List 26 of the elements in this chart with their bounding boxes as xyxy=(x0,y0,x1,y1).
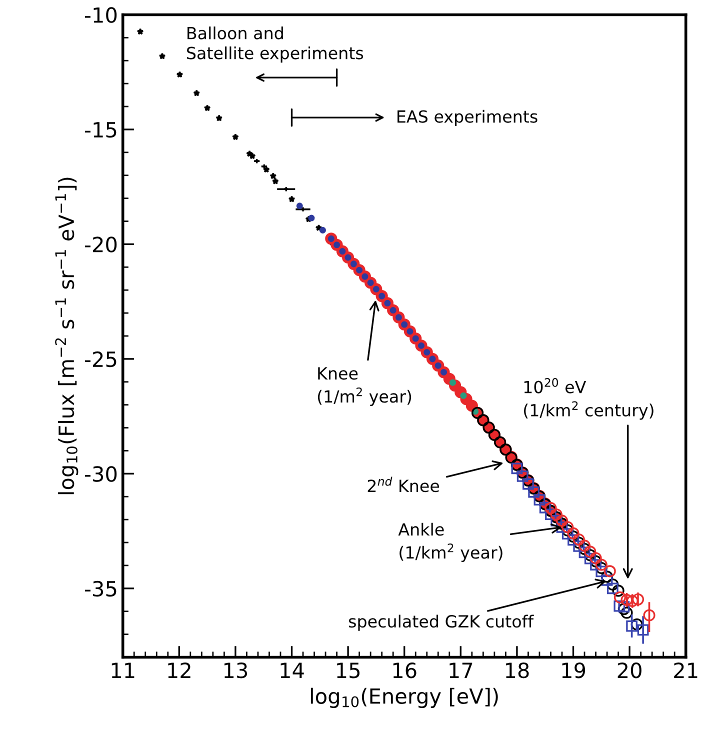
x-tick-label: 18 xyxy=(506,662,529,678)
x-tick-label: 16 xyxy=(393,662,416,678)
annotation: 2$^{nd}$ Knee xyxy=(368,476,440,492)
x-tick-label: 12 xyxy=(168,662,190,678)
x-tick-label: 14 xyxy=(280,662,304,678)
x-tick-label: 13 xyxy=(224,662,248,678)
y-tick-label: -30 xyxy=(84,466,117,482)
annotation: EAS experiments xyxy=(398,110,538,126)
x-tick-label: 11 xyxy=(112,662,134,678)
annotation: Ankle (1/km$^{2}$ year) xyxy=(398,522,502,562)
annotation: Balloon and Satellite experiments xyxy=(187,26,364,63)
annotation: 10$^{20}$ eV (1/km$^{2}$ century) xyxy=(524,378,654,420)
x-tick-label: 17 xyxy=(450,662,472,678)
y-tick-label: -15 xyxy=(84,122,116,138)
y-tick-label: -20 xyxy=(84,236,117,252)
annotation: Knee (1/m$^{2}$ year) xyxy=(318,367,412,406)
x-tick-label: 20 xyxy=(618,662,642,678)
x-tick-label: 19 xyxy=(562,662,586,678)
x-tick-label: 21 xyxy=(674,662,698,678)
x-axis-title: log$_{10}$(Energy [eV]) xyxy=(311,688,498,708)
y-tick-label: -35 xyxy=(84,580,116,597)
y-tick-label: -10 xyxy=(84,7,117,23)
x-tick-label: 15 xyxy=(337,662,360,678)
text: log$_{10}$(Flux [m$^{−2}$ s$^{−1}$ sr$^{−1}$ eV$^{−1}$]) xyxy=(55,178,78,494)
annotation: speculated GZK cutoff xyxy=(348,614,534,631)
y-tick-label: -25 xyxy=(84,351,116,368)
